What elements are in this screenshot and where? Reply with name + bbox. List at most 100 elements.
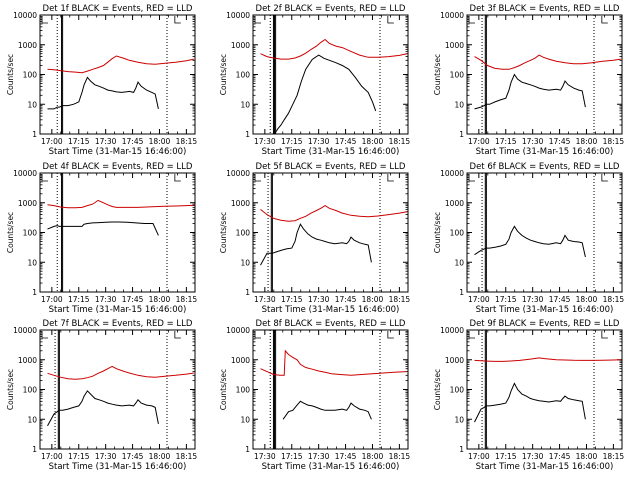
corner-bracket [387, 331, 394, 339]
y-tick-label: 1000 [445, 199, 464, 208]
y-tick-label: 100 [450, 386, 465, 395]
y-tick-label: 10000 [13, 11, 37, 20]
x-tick-label: 17:45 [549, 137, 571, 146]
y-tick-label: 10 [454, 258, 464, 267]
plot-frame [466, 14, 623, 135]
y-tick-label: 1 [32, 445, 37, 454]
y-tick-label: 1000 [18, 199, 37, 208]
corner-bracket [387, 16, 394, 24]
panel-1: Det 1f BLACK = Events, RED = LLD 1 10 100 10… [6, 4, 197, 157]
y-tick-label: 1000 [18, 41, 37, 50]
x-tick-label: 17:15 [495, 137, 517, 146]
y-tick-label: 10 [27, 258, 37, 267]
x-tick-label: 18:00 [362, 452, 384, 461]
series-events-line [274, 54, 377, 135]
x-tick-label: 18:15 [176, 295, 198, 304]
corner-bracket [601, 331, 608, 339]
x-tick-label: 17:15 [68, 452, 90, 461]
x-tick-label: 17:30 [308, 452, 330, 461]
x-tick-label: 17:15 [495, 295, 517, 304]
x-tick-label: 17:00 [41, 452, 63, 461]
y-tick-label: 1000 [231, 41, 250, 50]
panel-title: Det 8f BLACK = Events, RED = LLD [256, 319, 406, 329]
x-tick-label: 17:30 [254, 295, 276, 304]
y-tick-label: 1 [245, 288, 250, 297]
series-events-line [47, 221, 159, 236]
x-tick-label: 17:45 [122, 452, 144, 461]
x-tick-label: 17:30 [254, 137, 276, 146]
corner-bracket [174, 16, 181, 24]
y-tick-label: 1000 [445, 356, 464, 365]
x-tick-label: 17:45 [549, 295, 571, 304]
x-tick-label: 18:15 [176, 452, 198, 461]
y-tick-label: 1 [245, 445, 250, 454]
y-axis-label: Counts/sec [219, 212, 228, 253]
x-tick-label: 17:45 [549, 452, 571, 461]
panel-title: Det 4f BLACK = Events, RED = LLD [43, 162, 193, 172]
corner-bracket [254, 174, 261, 182]
corner-bracket [41, 16, 48, 24]
plot-frame [39, 14, 196, 135]
series-lld-line [47, 365, 194, 380]
x-tick-label: 18:00 [576, 295, 598, 304]
y-tick-label: 1000 [231, 356, 250, 365]
y-tick-label: 10 [240, 100, 250, 109]
x-tick-label: 18:00 [362, 295, 384, 304]
x-tick-label: 17:45 [335, 452, 357, 461]
y-tick-label: 10000 [13, 326, 37, 335]
corner-bracket [387, 174, 394, 182]
y-tick-label: 1000 [231, 199, 250, 208]
panel-9: Det 9f BLACK = Events, RED = LLD 1 10 100 10… [433, 319, 624, 472]
series-lld-line [47, 199, 194, 209]
panel-title: Det 6f BLACK = Events, RED = LLD [470, 162, 620, 172]
series-events-line [474, 225, 586, 258]
y-tick-label: 10000 [226, 11, 250, 20]
plot-frame [39, 172, 196, 293]
corner-bracket [468, 331, 475, 339]
x-tick-label: 17:30 [522, 137, 544, 146]
y-tick-label: 100 [23, 229, 38, 238]
x-tick-label: 18:00 [362, 137, 384, 146]
series-lld-line [474, 54, 621, 70]
y-axis-label: Counts/sec [6, 212, 15, 253]
panel-5: Det 5f BLACK = Events, RED = LLD 1 10 100 10… [219, 162, 410, 315]
x-tick-label: 18:15 [389, 295, 411, 304]
x-tick-label: 17:15 [281, 295, 303, 304]
corner-bracket [254, 331, 261, 339]
panel-title: Det 9f BLACK = Events, RED = LLD [470, 319, 620, 329]
panel-title: Det 5f BLACK = Events, RED = LLD [256, 162, 406, 172]
x-axis-label: Start Time (31-Mar-15 16:46:00) [476, 462, 614, 472]
panel-4: Det 4f BLACK = Events, RED = LLD 1 10 100 10… [6, 162, 197, 315]
corner-bracket [174, 174, 181, 182]
y-tick-label: 100 [236, 229, 251, 238]
series-lld-line [260, 205, 407, 222]
x-axis-label: Start Time (31-Mar-15 16:46:00) [476, 147, 614, 157]
y-tick-label: 10000 [226, 169, 250, 178]
y-tick-label: 1 [459, 130, 464, 139]
series-events-line [282, 400, 372, 420]
x-tick-label: 17:45 [335, 137, 357, 146]
x-tick-label: 17:45 [122, 295, 144, 304]
x-tick-label: 18:00 [576, 452, 598, 461]
x-axis-label: Start Time (31-Mar-15 16:46:00) [49, 462, 187, 472]
series-lld-line [47, 55, 195, 74]
x-tick-label: 17:15 [281, 452, 303, 461]
x-tick-label: 17:00 [41, 295, 63, 304]
panel-7: Det 7f BLACK = Events, RED = LLD 1 10 100 10… [6, 319, 197, 472]
x-axis-label: Start Time (31-Mar-15 16:46:00) [49, 147, 187, 157]
x-tick-label: 17:30 [254, 452, 276, 461]
y-tick-label: 100 [450, 71, 465, 80]
panel-3: Det 3f BLACK = Events, RED = LLD 1 10 100 10… [433, 4, 624, 157]
corner-bracket [41, 174, 48, 182]
x-tick-label: 18:15 [389, 137, 411, 146]
corner-bracket [174, 331, 181, 339]
x-tick-label: 17:00 [468, 137, 490, 146]
y-axis-label: Counts/sec [433, 369, 442, 410]
y-axis-label: Counts/sec [433, 54, 442, 95]
y-tick-label: 1 [459, 288, 464, 297]
y-tick-label: 10000 [440, 11, 464, 20]
series-lld-line [260, 38, 408, 60]
x-tick-label: 18:00 [149, 137, 171, 146]
x-tick-label: 17:30 [308, 295, 330, 304]
plot-frame [252, 14, 409, 135]
